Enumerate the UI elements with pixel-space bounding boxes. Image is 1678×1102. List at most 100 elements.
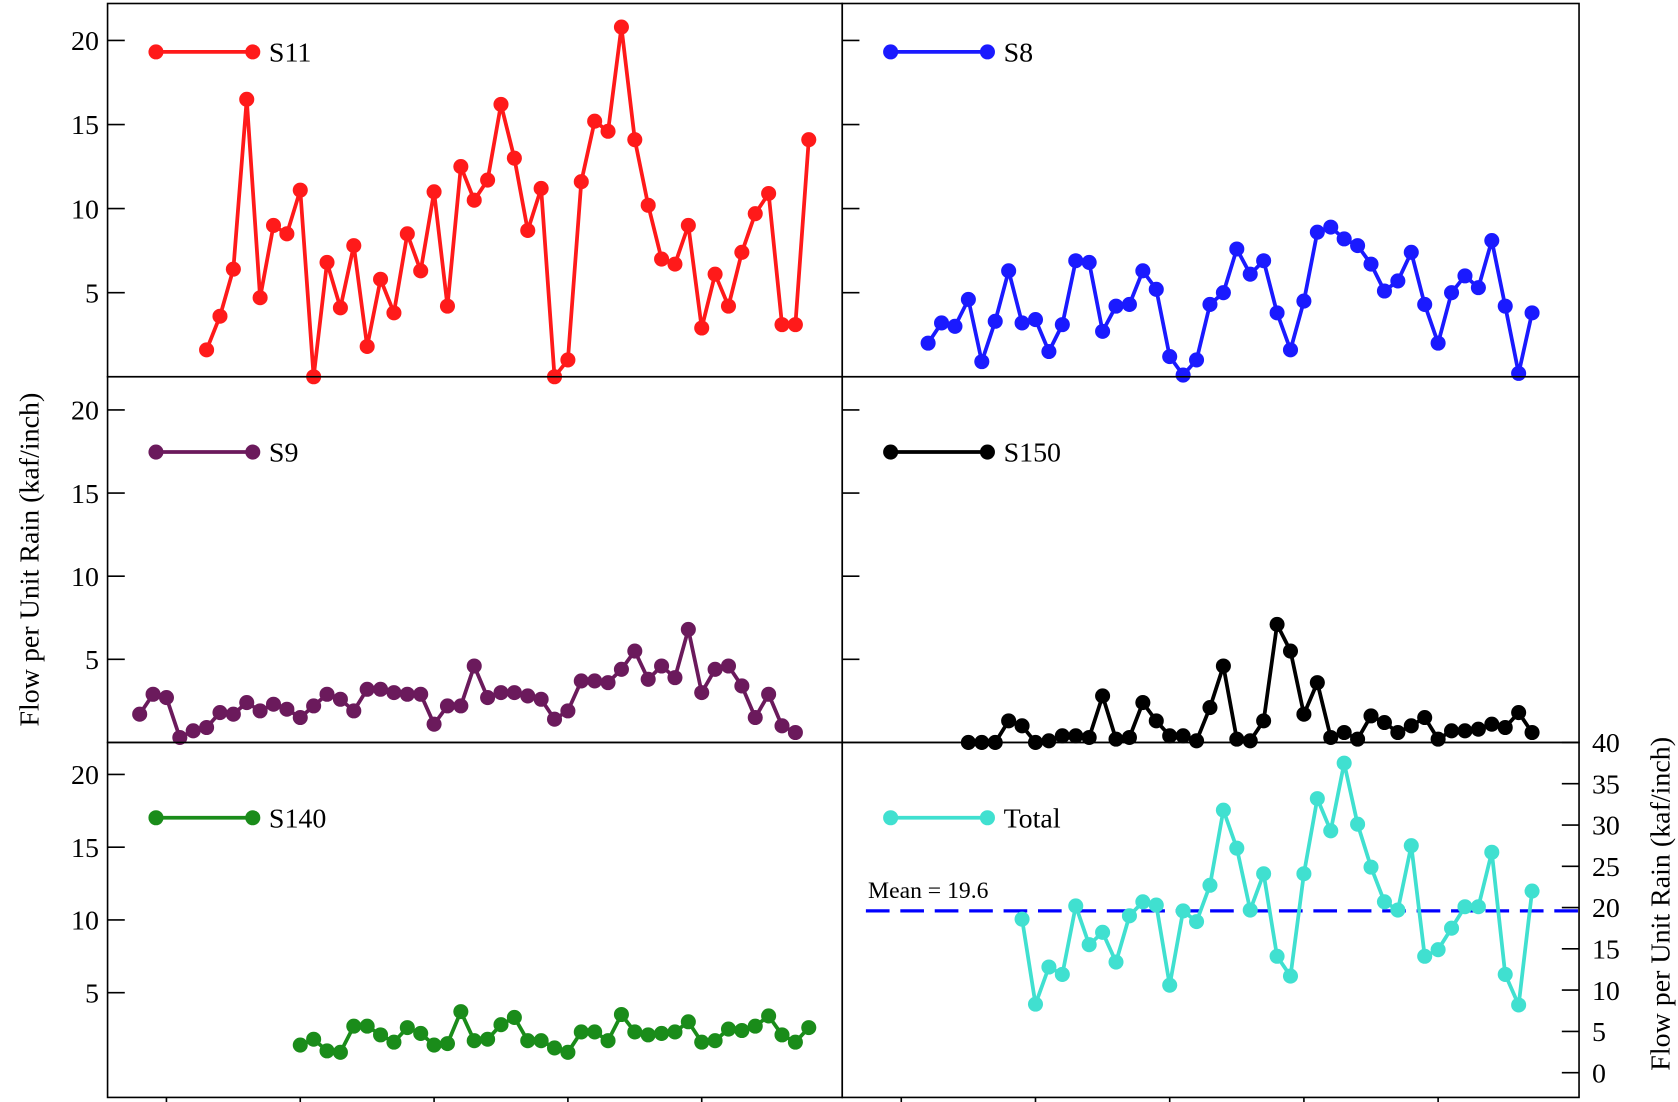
data-point <box>1470 721 1486 737</box>
data-point <box>1175 903 1191 919</box>
y2-axis-label: Flow per Unit Rain (kaf/inch) <box>1645 737 1676 1071</box>
data-point <box>1511 705 1527 721</box>
data-point <box>1108 298 1124 314</box>
data-point <box>252 290 268 306</box>
data-point <box>1336 755 1352 771</box>
data-point <box>920 335 936 351</box>
data-point <box>1444 723 1460 739</box>
data-point <box>439 298 455 314</box>
data-point <box>694 685 710 701</box>
data-point <box>1309 791 1325 807</box>
data-point <box>1350 731 1366 747</box>
data-point <box>413 1025 429 1041</box>
panel-frame <box>841 741 1580 1099</box>
data-point <box>1350 816 1366 832</box>
data-point <box>359 338 375 355</box>
data-point <box>413 686 429 702</box>
data-point <box>1001 263 1017 279</box>
data-point <box>947 318 963 334</box>
data-point <box>1148 897 1164 913</box>
data-point <box>158 690 174 706</box>
y-tick-label: 20 <box>71 396 99 427</box>
data-point <box>667 256 683 272</box>
data-point <box>1162 349 1178 365</box>
data-point <box>1511 997 1527 1013</box>
series-line <box>1020 761 1534 1007</box>
data-point <box>1363 859 1379 875</box>
y-tick-label: 10 <box>71 194 99 225</box>
data-point <box>1108 731 1124 747</box>
data-point <box>359 681 375 697</box>
data-point <box>1189 733 1205 749</box>
data-point <box>1242 902 1258 918</box>
data-point <box>1095 924 1111 940</box>
data-point <box>1524 305 1540 321</box>
data-point <box>1282 968 1299 984</box>
panel-frame <box>106 375 844 744</box>
data-point <box>386 1034 402 1050</box>
data-point <box>319 254 335 270</box>
data-point <box>480 172 496 188</box>
data-point <box>1095 688 1111 704</box>
y-tick-label: 5 <box>85 278 99 309</box>
y2-tick-label: 5 <box>1592 1017 1606 1048</box>
data-point <box>1336 231 1352 247</box>
data-point <box>774 1027 790 1043</box>
data-point <box>1215 802 1231 818</box>
legend-marker <box>245 44 261 60</box>
data-point <box>426 716 442 732</box>
y-tick-label: 15 <box>71 833 99 864</box>
data-point <box>306 1031 322 1047</box>
data-point <box>573 673 589 689</box>
data-point <box>1135 894 1151 910</box>
data-point <box>332 691 348 707</box>
data-point <box>332 1044 348 1060</box>
y-tick-label: 5 <box>85 978 99 1009</box>
data-point <box>1014 315 1030 331</box>
data-point <box>212 308 228 324</box>
legend-marker <box>979 810 995 826</box>
data-point <box>761 1008 777 1024</box>
data-point <box>1027 996 1044 1012</box>
data-point <box>613 19 629 35</box>
data-point <box>212 705 228 721</box>
data-point <box>1323 219 1339 235</box>
data-point <box>1376 714 1392 731</box>
data-point <box>1511 365 1527 381</box>
data-point <box>720 1021 737 1037</box>
data-point <box>640 671 656 687</box>
data-point <box>1470 280 1486 296</box>
data-point <box>466 658 482 674</box>
data-point <box>1430 335 1446 351</box>
data-point <box>1202 700 1218 716</box>
data-point <box>1363 708 1379 724</box>
data-point <box>319 686 335 702</box>
data-point <box>560 352 576 368</box>
y2-tick-label: 10 <box>1592 976 1620 1007</box>
data-point <box>1202 296 1218 312</box>
data-point <box>386 685 402 701</box>
data-point <box>1189 914 1205 930</box>
data-point <box>1457 899 1473 915</box>
data-point <box>774 718 790 734</box>
data-point <box>1484 844 1500 860</box>
data-point <box>747 709 763 726</box>
data-point <box>1376 283 1392 299</box>
data-point <box>1497 298 1513 314</box>
data-point <box>587 113 603 129</box>
data-point <box>466 192 482 208</box>
data-point <box>1014 718 1030 734</box>
data-point <box>1081 254 1097 270</box>
data-point <box>426 184 442 200</box>
data-point <box>1363 256 1379 272</box>
data-point <box>306 698 322 714</box>
data-point <box>1242 266 1258 282</box>
y-tick-label: 20 <box>71 760 99 791</box>
data-point <box>1242 733 1258 749</box>
data-point <box>640 197 656 213</box>
mean-label: Mean = 19.6 <box>868 878 989 904</box>
data-point <box>1309 675 1325 691</box>
data-point <box>787 1034 803 1050</box>
